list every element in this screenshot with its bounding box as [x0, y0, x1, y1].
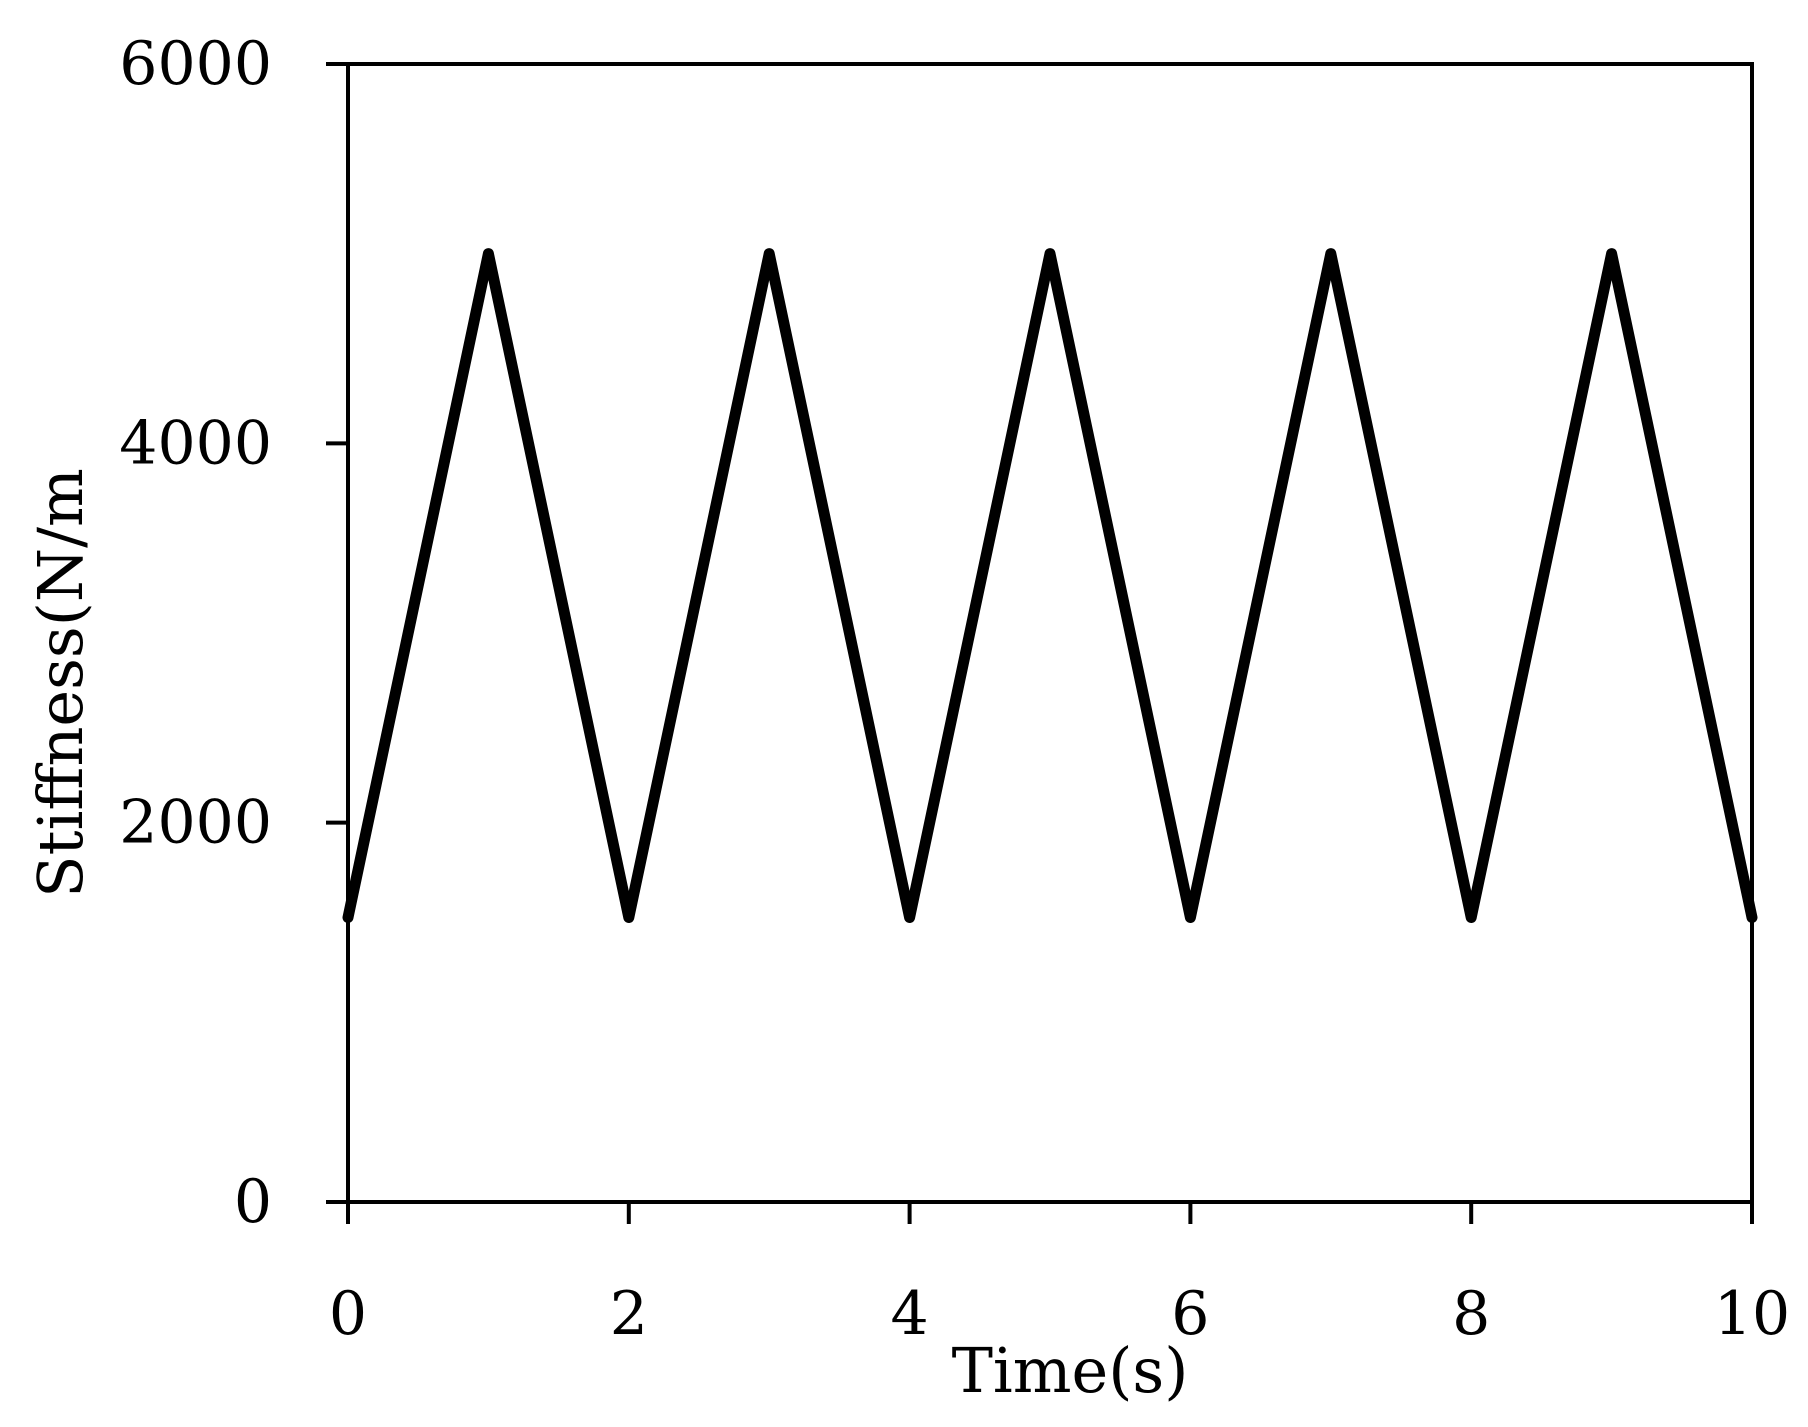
y-tick-label: 0 [234, 1167, 272, 1237]
y-tick-label: 4000 [119, 408, 272, 478]
plot-area-frame [346, 62, 1754, 1204]
y-axis-title: Stiffness(N/m [24, 468, 97, 898]
y-axis: 0 2000 4000 6000 [119, 29, 348, 1237]
series-layer [342, 248, 1758, 923]
x-tick-label: 4 [891, 1279, 929, 1349]
x-tick-label: 2 [610, 1279, 648, 1349]
x-tick-label: 10 [1714, 1279, 1790, 1349]
x-axis: 0 2 4 6 8 10 [329, 1202, 1790, 1349]
series-line [342, 248, 1758, 923]
y-tick-label: 2000 [119, 788, 272, 858]
x-tick-label: 8 [1452, 1279, 1490, 1349]
x-axis-title: Time(s) [952, 1334, 1189, 1407]
x-tick-label: 0 [329, 1279, 367, 1349]
x-tick-label: 6 [1171, 1279, 1209, 1349]
y-tick-label: 6000 [119, 29, 272, 99]
